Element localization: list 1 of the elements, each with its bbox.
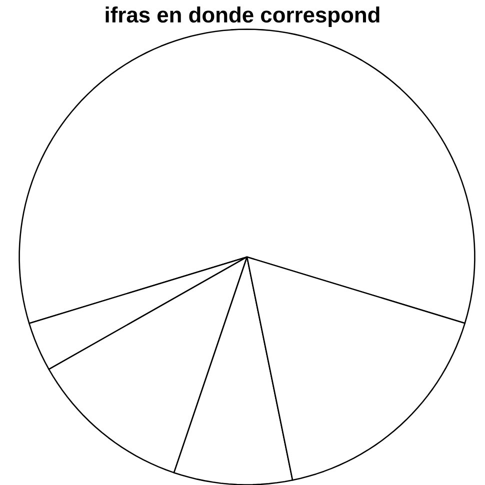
chart-title: ifras en donde correspond: [106, 6, 380, 27]
